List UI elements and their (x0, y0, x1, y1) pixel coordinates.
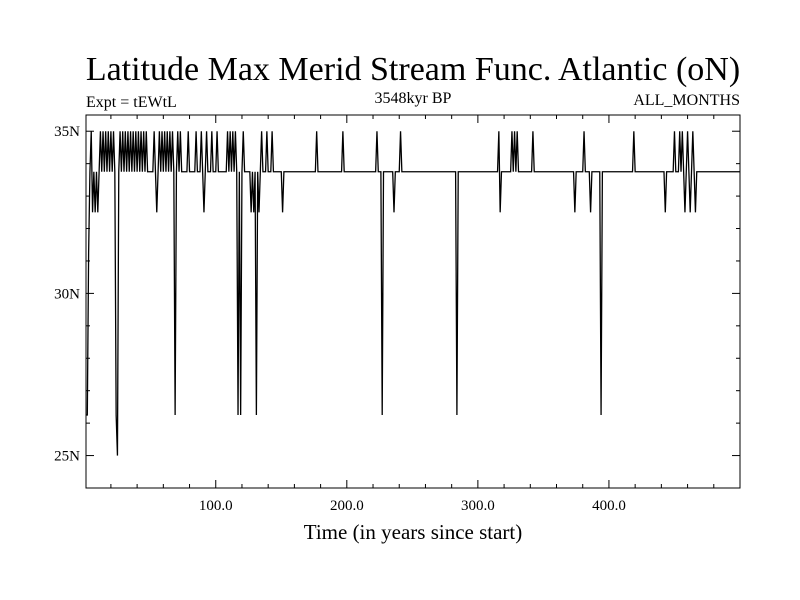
x-tick-label: 400.0 (592, 498, 626, 514)
x-axis-label: Time (in years since start) (304, 520, 523, 544)
experiment-label: Expt = tEWtL (86, 94, 177, 111)
months-label: ALL_MONTHS (633, 92, 740, 109)
plot-frame (85, 114, 741, 489)
chart-title: Latitude Max Merid Stream Func. Atlantic… (86, 51, 740, 88)
x-tick-label: 100.0 (199, 498, 233, 514)
series-line (86, 131, 740, 456)
x-axis: 100.0 200.0 300.0 400.0 (110, 115, 715, 514)
period-label: 3548kyr BP (375, 90, 452, 107)
y-axis: 25N 30N 35N (54, 124, 740, 489)
y-tick-label: 25N (54, 449, 80, 465)
y-tick-label: 35N (54, 124, 80, 140)
x-tick-label: 300.0 (461, 498, 495, 514)
x-tick-label: 200.0 (330, 498, 364, 514)
y-tick-label: 30N (54, 286, 80, 302)
